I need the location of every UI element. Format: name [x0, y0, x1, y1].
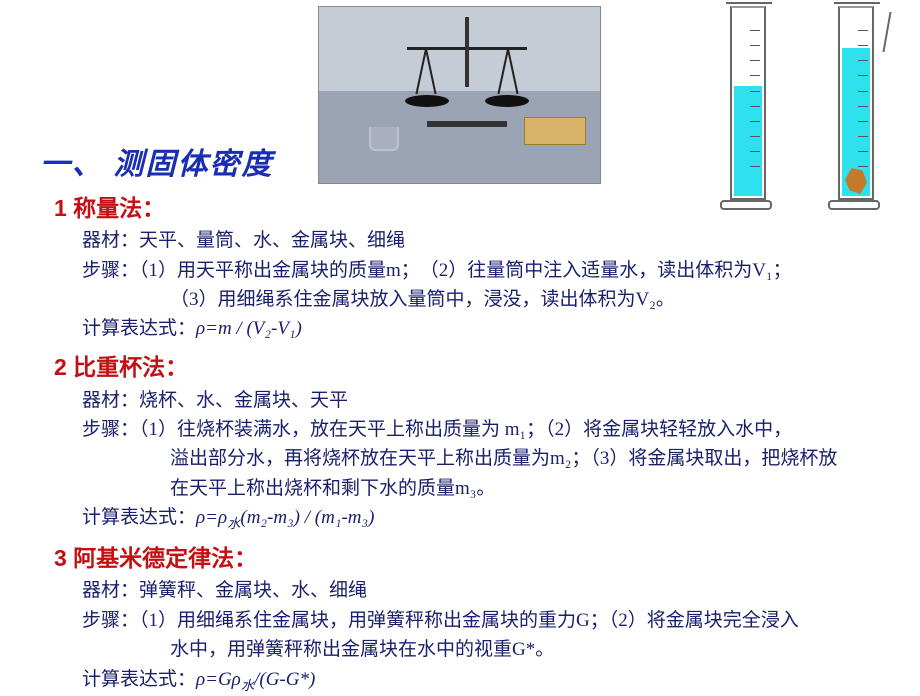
- section-1-steps-1: 步骤：（1）用天平称出金属块的质量m； （2）往量筒中注入适量水，读出体积为V₁…: [82, 256, 900, 285]
- main-title: 一、 测固体密度: [40, 142, 900, 189]
- content-area: 一、 测固体密度 1 称量法： 器材：天平、量筒、水、金属块、细绳 步骤：（1）…: [40, 142, 900, 696]
- weights-box-icon: [524, 117, 586, 145]
- balance-scale-icon: [407, 17, 527, 127]
- section-1-formula: 计算表达式：ρ=m / (V₂-V₁): [82, 314, 900, 343]
- section-3-head: 3 阿基米德定律法：: [54, 541, 900, 577]
- section-1-head: 1 称量法：: [54, 191, 900, 227]
- section-2-steps-2: 溢出部分水，再将烧杯放在天平上称出质量为m₂；（3）将金属块取出，把烧杯放: [170, 444, 900, 473]
- section-2-materials: 器材：烧杯、水、金属块、天平: [82, 386, 900, 415]
- section-1-materials: 器材：天平、量筒、水、金属块、细绳: [82, 226, 900, 255]
- section-2-steps-1: 步骤：（1）往烧杯装满水，放在天平上称出质量为 m₁；（2）将金属块轻轻放入水中…: [82, 415, 900, 444]
- section-3-steps-2: 水中，用弹簧秤称出金属块在水中的视重G*。: [170, 635, 900, 664]
- section-2-formula: 计算表达式：ρ=ρ水(m₂-m₃) / (m₁-m₃): [82, 503, 900, 534]
- section-2-steps-3: 在天平上称出烧杯和剩下水的质量m₃。: [170, 474, 900, 503]
- section-2-head: 2 比重杯法：: [54, 350, 900, 386]
- section-3-materials: 器材：弹簧秤、金属块、水、细绳: [82, 576, 900, 605]
- section-3-formula: 计算表达式：ρ=Gρ水/(G-G*): [82, 665, 900, 696]
- section-1-steps-2: （3）用细绳系住金属块放入量筒中，浸没，读出体积为V₂。: [170, 285, 900, 314]
- section-3-steps-1: 步骤：（1）用细绳系住金属块，用弹簧秤称出金属块的重力G；（2）将金属块完全浸入: [82, 606, 900, 635]
